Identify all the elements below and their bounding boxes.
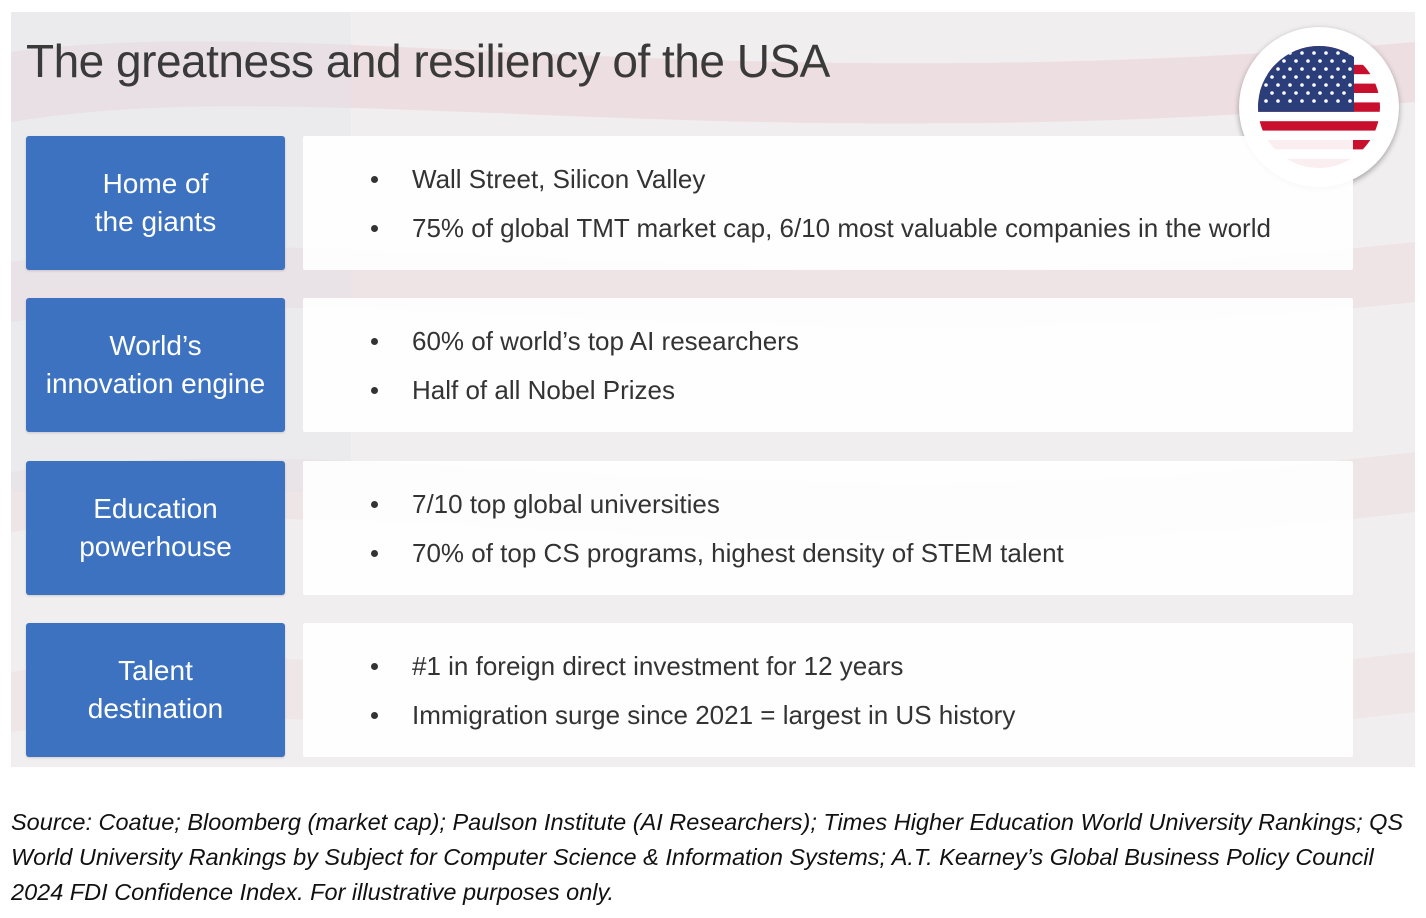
row-education-powerhouse: Education powerhouse 7/10 top global uni…	[26, 461, 1353, 595]
bullet-icon	[371, 712, 378, 719]
list-item: #1 in foreign direct investment for 12 y…	[369, 649, 1015, 698]
row-label-box: World’s innovation engine	[26, 298, 285, 432]
bullet-icon	[371, 176, 378, 183]
row-label: Home of the giants	[94, 168, 217, 237]
row-body: Wall Street, Silicon Valley 75% of globa…	[303, 136, 1353, 270]
row-body: 7/10 top global universities 70% of top …	[303, 461, 1353, 595]
bullet-icon	[371, 338, 378, 345]
row-talent-destination: Talent destination #1 in foreign direct …	[26, 623, 1353, 757]
row-label: Education powerhouse	[79, 493, 232, 562]
bullet-text: 60% of world’s top AI researchers	[412, 326, 799, 356]
list-item: 70% of top CS programs, highest density …	[369, 536, 1064, 585]
list-item: Half of all Nobel Prizes	[369, 373, 799, 422]
bullet-list: 7/10 top global universities 70% of top …	[369, 487, 1064, 585]
bullet-text: 70% of top CS programs, highest density …	[412, 538, 1064, 568]
row-body: 60% of world’s top AI researchers Half o…	[303, 298, 1353, 432]
bullet-icon	[371, 225, 378, 232]
row-label: Talent destination	[87, 655, 224, 724]
bullet-text: #1 in foreign direct investment for 12 y…	[412, 651, 904, 681]
list-item: Immigration surge since 2021 = largest i…	[369, 698, 1015, 747]
bullet-icon	[371, 387, 378, 394]
bullet-text: 75% of global TMT market cap, 6/10 most …	[412, 213, 1271, 243]
slide: The greatness and resiliency of the USA	[11, 12, 1415, 767]
row-body: #1 in foreign direct investment for 12 y…	[303, 623, 1353, 757]
bullet-text: Half of all Nobel Prizes	[412, 375, 675, 405]
row-label-box: Education powerhouse	[26, 461, 285, 595]
bullet-icon	[371, 501, 378, 508]
slide-title: The greatness and resiliency of the USA	[26, 35, 830, 87]
bullet-icon	[371, 550, 378, 557]
bullet-text: 7/10 top global universities	[412, 489, 720, 519]
list-item: 7/10 top global universities	[369, 487, 1064, 536]
row-home-of-the-giants: Home of the giants Wall Street, Silicon …	[26, 136, 1353, 270]
bullet-text: Wall Street, Silicon Valley	[412, 164, 706, 194]
list-item: 75% of global TMT market cap, 6/10 most …	[369, 211, 1271, 260]
row-label-box: Talent destination	[26, 623, 285, 757]
list-item: Wall Street, Silicon Valley	[369, 162, 1271, 211]
bullet-icon	[371, 663, 378, 670]
row-innovation-engine: World’s innovation engine 60% of world’s…	[26, 298, 1353, 432]
row-label: World’s innovation engine	[45, 330, 266, 399]
source-note: Source: Coatue; Bloomberg (market cap); …	[11, 809, 1404, 905]
bullet-list: #1 in foreign direct investment for 12 y…	[369, 649, 1015, 747]
row-label-box: Home of the giants	[26, 136, 285, 270]
list-item: 60% of world’s top AI researchers	[369, 324, 799, 373]
bullet-list: 60% of world’s top AI researchers Half o…	[369, 324, 799, 422]
bullet-text: Immigration surge since 2021 = largest i…	[412, 700, 1016, 730]
bullet-list: Wall Street, Silicon Valley 75% of globa…	[369, 162, 1271, 260]
